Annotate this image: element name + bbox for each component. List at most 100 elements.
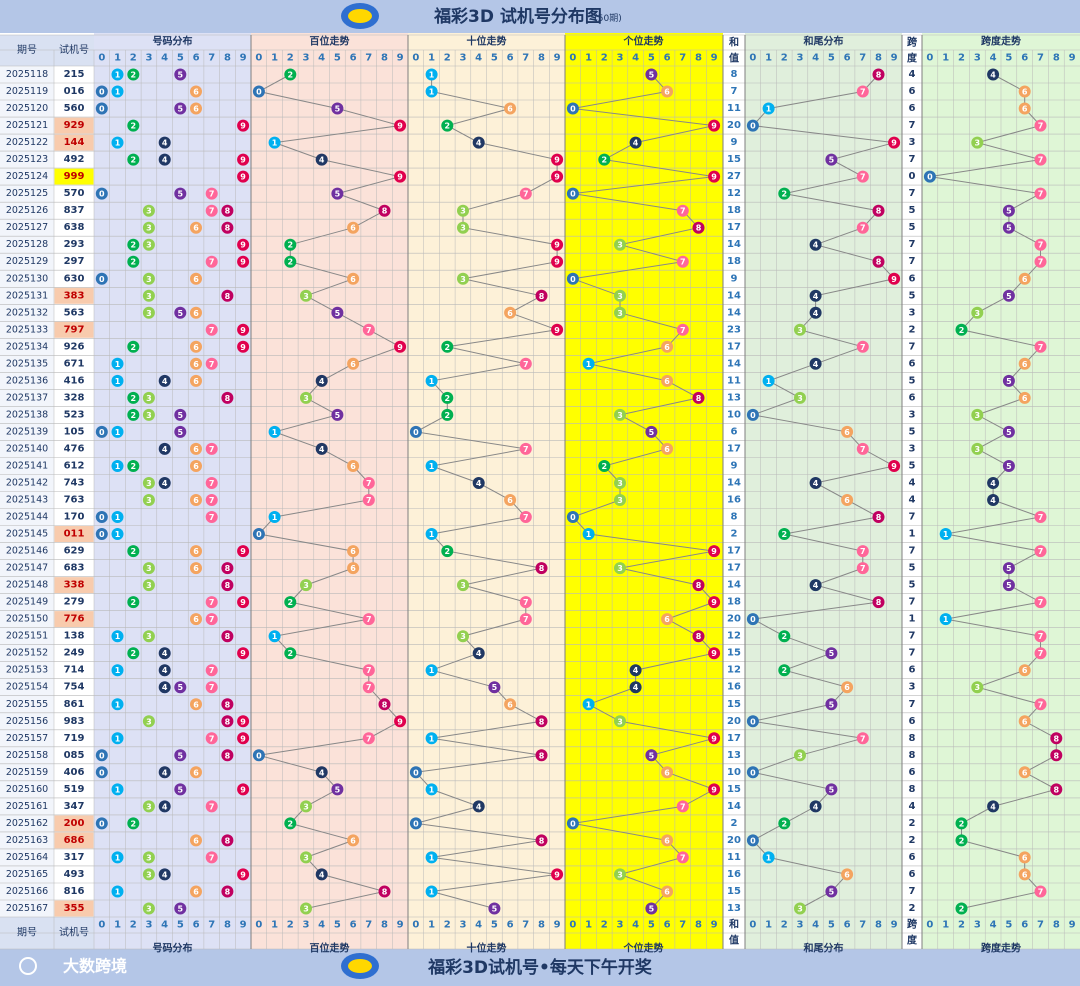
spanT-trend-ball: 7 xyxy=(1034,153,1047,166)
distribution-ball: 8 xyxy=(221,698,234,711)
ball-circle xyxy=(746,834,759,847)
distribution-ball: 5 xyxy=(174,68,187,81)
ball-circle xyxy=(856,170,869,183)
distribution-ball: 9 xyxy=(237,170,250,183)
spanT-trend-ball: 8 xyxy=(1050,732,1063,745)
span-cell: 5 xyxy=(909,426,916,437)
hund-trend-ball: 2 xyxy=(284,238,297,251)
units-trend-ball: 7 xyxy=(676,800,689,813)
distribution-ball: 4 xyxy=(158,477,171,489)
ball-digit: 8 xyxy=(225,717,231,726)
ball-digit: 6 xyxy=(507,309,513,318)
period-cell: 2025156 xyxy=(6,716,48,727)
ball-digit: 7 xyxy=(209,513,215,522)
distribution-ball: 6 xyxy=(190,102,202,115)
tens-trend-ball: 6 xyxy=(504,102,517,115)
footer-logo-core-icon xyxy=(348,959,372,973)
ball-circle xyxy=(692,579,705,592)
ball-circle xyxy=(362,477,375,489)
ball-digit: 3 xyxy=(975,683,981,692)
ball-circle xyxy=(394,119,407,132)
ball-circle xyxy=(661,85,674,98)
ball-digit: 8 xyxy=(876,207,882,216)
ball-digit: 6 xyxy=(664,377,670,386)
ball-digit: 3 xyxy=(617,870,623,879)
ball-digit: 6 xyxy=(664,888,670,897)
ball-circle xyxy=(111,528,124,540)
spanT-trend-ball: 5 xyxy=(1002,204,1015,217)
tail-trend-ball: 8 xyxy=(872,68,885,81)
top-digit-label: 7 xyxy=(1037,53,1044,64)
trial-number-cell: 671 xyxy=(64,358,85,369)
tens-trend-ball: 3 xyxy=(457,221,469,234)
ball-circle xyxy=(362,664,375,677)
units-trend-ball: 9 xyxy=(708,647,721,660)
top-digit-label: 3 xyxy=(145,53,152,64)
ball-digit: 9 xyxy=(397,173,403,182)
span-cell: 8 xyxy=(909,733,916,744)
ball-digit: 1 xyxy=(115,377,121,386)
hund-trend-ball: 8 xyxy=(378,885,391,898)
ball-circle xyxy=(841,868,854,881)
hund-trend-ball: 9 xyxy=(394,119,407,132)
period-cell: 2025148 xyxy=(6,580,48,591)
ball-circle xyxy=(598,460,611,472)
ball-digit: 3 xyxy=(146,275,152,284)
bottom-dist-header: 号码分布 xyxy=(153,942,193,955)
ball-digit: 3 xyxy=(460,632,466,641)
ball-digit: 7 xyxy=(209,853,215,862)
ball-circle xyxy=(111,460,124,472)
ball-circle xyxy=(127,545,140,558)
tens-trend-ball: 7 xyxy=(519,596,532,609)
ball-circle xyxy=(971,442,984,455)
ball-digit: 0 xyxy=(413,819,419,828)
ball-digit: 3 xyxy=(303,905,309,914)
span-cell: 3 xyxy=(909,409,916,420)
tail-trend-ball: 6 xyxy=(841,425,854,438)
sum-cell: 9 xyxy=(731,137,738,148)
ball-circle xyxy=(809,477,822,489)
ball-digit: 3 xyxy=(146,870,152,879)
spanT-trend-ball: 2 xyxy=(955,817,968,830)
distribution-ball: 9 xyxy=(237,323,250,336)
span-cell: 6 xyxy=(909,716,916,727)
ball-circle xyxy=(205,323,218,336)
sum-cell: 20 xyxy=(727,120,741,131)
ball-circle xyxy=(676,851,689,864)
ball-digit: 9 xyxy=(240,734,246,743)
span-cell: 7 xyxy=(909,699,916,710)
distribution-ball: 3 xyxy=(142,221,155,234)
span-cell: 7 xyxy=(909,631,916,642)
ball-digit: 4 xyxy=(476,649,482,658)
period-cell: 2025159 xyxy=(6,767,48,778)
period-cell: 2025165 xyxy=(6,869,48,880)
ball-digit: 5 xyxy=(178,905,184,914)
ball-circle xyxy=(190,698,202,711)
ball-digit: 9 xyxy=(240,156,246,165)
spanT-trend-ball: 5 xyxy=(1002,562,1015,575)
bottom-digit-label: 0 xyxy=(569,920,576,931)
ball-circle xyxy=(142,630,155,643)
distribution-ball: 8 xyxy=(221,579,234,592)
distribution-ball: 7 xyxy=(205,800,218,813)
ball-circle xyxy=(441,545,454,558)
sum-cell: 16 xyxy=(727,869,741,880)
distribution-ball: 6 xyxy=(190,85,202,98)
ball-digit: 8 xyxy=(225,581,231,590)
units-trend-ball: 1 xyxy=(582,357,595,370)
units-trend-ball: 9 xyxy=(708,170,721,183)
ball-digit: 7 xyxy=(366,496,372,505)
ball-digit: 9 xyxy=(240,717,246,726)
top-digit-label: 6 xyxy=(507,53,514,64)
ball-circle xyxy=(598,153,611,166)
sum-cell: 18 xyxy=(727,205,741,216)
hund-trend-ball: 7 xyxy=(362,732,375,745)
units-trend-ball: 8 xyxy=(692,221,705,234)
hund-trend-ball: 2 xyxy=(284,596,297,609)
distribution-ball: 3 xyxy=(142,800,155,813)
ball-digit: 1 xyxy=(429,462,435,471)
units-trend-ball: 0 xyxy=(566,187,579,200)
ball-digit: 7 xyxy=(209,190,215,199)
units-trend-ball: 8 xyxy=(692,391,705,404)
distribution-ball: 9 xyxy=(237,340,250,353)
